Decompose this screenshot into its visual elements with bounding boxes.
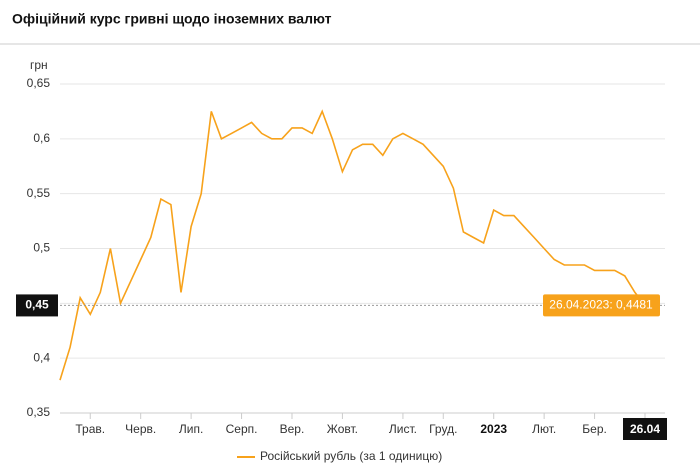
- y-tick-label: 0,35: [27, 405, 51, 419]
- x-tick-label: 2023: [480, 422, 507, 436]
- y-tick-label: 0,4: [33, 350, 50, 364]
- series-line: [59, 109, 646, 381]
- x-tick-label: Серп.: [226, 422, 258, 436]
- x-tick-label: Трав.: [75, 422, 105, 436]
- x-tick-label: 26.04: [630, 422, 660, 436]
- y-tick-label: 0,55: [27, 186, 51, 200]
- x-tick-label: Лип.: [179, 422, 203, 436]
- tooltip-box: [543, 294, 660, 317]
- x-highlight-box: [623, 418, 667, 440]
- y-tick-label: 0,6: [33, 131, 50, 145]
- x-tick-label: Лист.: [389, 422, 417, 436]
- x-tick-label: Вер.: [280, 422, 305, 436]
- tooltip-text: 26.04.2023: 0,4481: [549, 298, 653, 312]
- legend-label: Російський рубль (за 1 одиницю): [260, 449, 442, 463]
- x-tick-label: Лют.: [532, 422, 556, 436]
- chart-title: Офіційний курс гривні щодо іноземних вал…: [12, 11, 332, 27]
- y-tick-label: 0,5: [33, 241, 50, 255]
- crosshair-box: [16, 294, 58, 317]
- y-tick-label: 0,65: [27, 76, 51, 90]
- x-tick-label: Груд.: [429, 422, 457, 436]
- x-tick-label: Черв.: [125, 422, 156, 436]
- x-tick-label: Бер.: [582, 422, 607, 436]
- crosshair-label: 0,45: [25, 298, 49, 312]
- x-tick-label: Жовт.: [327, 422, 358, 436]
- y-unit: грн: [30, 58, 48, 72]
